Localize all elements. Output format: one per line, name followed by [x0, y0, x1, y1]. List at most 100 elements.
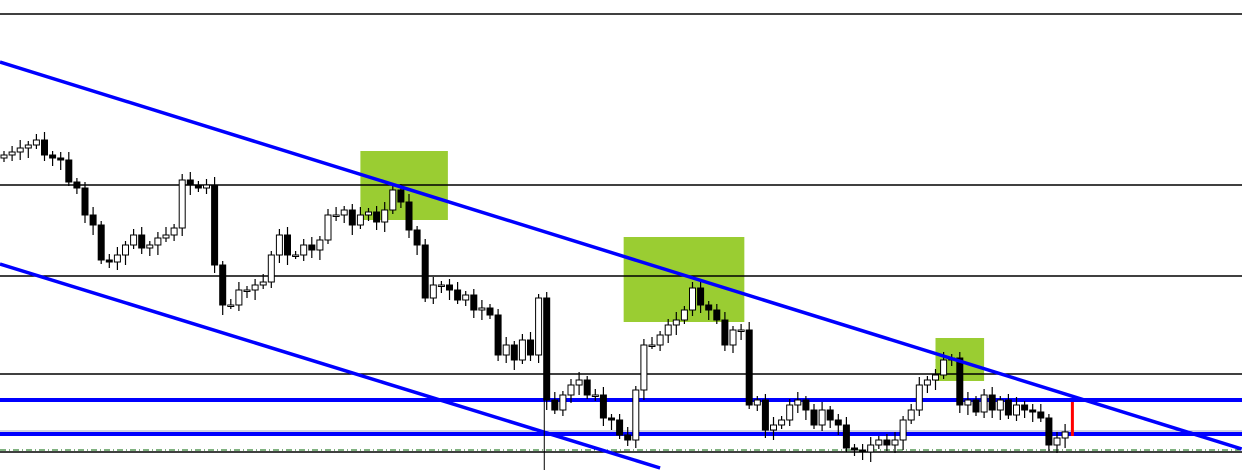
candle-body: [73, 181, 81, 189]
candle-body: [915, 384, 923, 411]
candle-body: [518, 339, 526, 361]
candle-body: [219, 264, 227, 306]
candle-body: [478, 307, 486, 311]
candle-body: [956, 357, 964, 406]
candle-body: [316, 239, 324, 251]
vertical-markers: [543, 400, 1074, 470]
candle-body: [97, 224, 105, 261]
candle-body: [721, 319, 729, 346]
candle-body: [292, 254, 300, 257]
candle-body: [891, 439, 899, 446]
candle-body: [113, 254, 121, 263]
candle-body: [543, 297, 551, 401]
candle-body: [818, 409, 826, 426]
candle-body: [332, 214, 340, 217]
candle-body: [761, 399, 769, 431]
trendlines: [0, 60, 1242, 470]
candle-body: [146, 244, 154, 249]
candle-body: [251, 284, 259, 291]
candle-body: [105, 259, 113, 263]
candle-body: [162, 234, 170, 239]
candle-body: [348, 209, 356, 226]
candle-body: [810, 409, 818, 426]
candle-body: [1053, 437, 1061, 446]
candle-body: [745, 329, 753, 406]
candle-body: [964, 399, 972, 406]
candle-body: [1045, 417, 1053, 446]
candles: [0, 132, 1069, 462]
candle-body: [1029, 409, 1037, 413]
candle-body: [65, 159, 73, 183]
candle-body: [867, 444, 875, 453]
candle-body: [284, 234, 291, 256]
candle-body: [122, 244, 129, 256]
candle-body: [324, 214, 332, 241]
candle-body: [211, 184, 219, 266]
candle-body: [899, 419, 907, 441]
candle-body: [575, 379, 583, 386]
candle-body: [940, 359, 948, 376]
candle-body: [980, 394, 988, 413]
candle-body: [275, 234, 283, 256]
candle-body: [243, 289, 251, 292]
candle-body: [591, 394, 599, 397]
candle-body: [770, 424, 777, 431]
candle-body: [235, 289, 243, 306]
candle-body: [1004, 399, 1012, 416]
candle-body: [502, 344, 510, 356]
candle-body: [648, 344, 656, 347]
candle-body: [49, 154, 57, 159]
candle-body: [389, 189, 397, 211]
candle-body: [664, 324, 672, 336]
candle-body: [705, 304, 713, 311]
candle-body: [356, 214, 364, 226]
candle-body: [624, 434, 632, 441]
candle-body: [559, 394, 567, 411]
candle-body: [494, 314, 502, 356]
candle-body: [778, 419, 786, 426]
candle-body: [656, 334, 664, 346]
candle-body: [608, 417, 615, 421]
candle-body: [308, 244, 316, 251]
candle-body: [32, 139, 40, 146]
candle-body: [397, 189, 405, 203]
candle-body: [138, 234, 146, 249]
candle-body: [583, 379, 591, 396]
candle-body: [194, 184, 202, 189]
candle-body: [996, 399, 1004, 411]
candle-body: [24, 144, 32, 149]
candle-body: [454, 289, 462, 301]
candle-body: [81, 187, 89, 216]
candle-body: [1013, 404, 1020, 416]
candle-body: [178, 179, 186, 229]
candle-body: [1061, 431, 1069, 439]
candle-body: [786, 404, 794, 421]
candle-body: [988, 394, 996, 411]
candle-body: [300, 244, 308, 256]
candle-body: [429, 284, 437, 299]
candle-body: [227, 304, 235, 307]
candle-body: [632, 389, 640, 441]
candle-body: [340, 209, 348, 216]
candle-body: [753, 399, 761, 406]
candle-body: [446, 284, 453, 291]
candle-body: [203, 184, 210, 189]
candle-body: [413, 229, 421, 246]
candle-body: [851, 447, 858, 451]
candle-body: [859, 449, 867, 453]
candle-body: [616, 419, 624, 436]
candle-body: [907, 409, 915, 421]
candle-body: [875, 439, 883, 446]
candle-body: [729, 329, 737, 346]
candle-body: [842, 424, 850, 449]
candle-body: [510, 344, 518, 361]
candle-body: [932, 374, 939, 381]
candle-body: [567, 384, 575, 396]
trendline: [0, 60, 1242, 451]
candle-body: [470, 294, 478, 311]
candle-body: [259, 281, 267, 286]
candle-body: [802, 399, 810, 411]
candle-body: [551, 399, 559, 411]
candle-body: [130, 234, 138, 246]
candle-body: [41, 139, 48, 156]
